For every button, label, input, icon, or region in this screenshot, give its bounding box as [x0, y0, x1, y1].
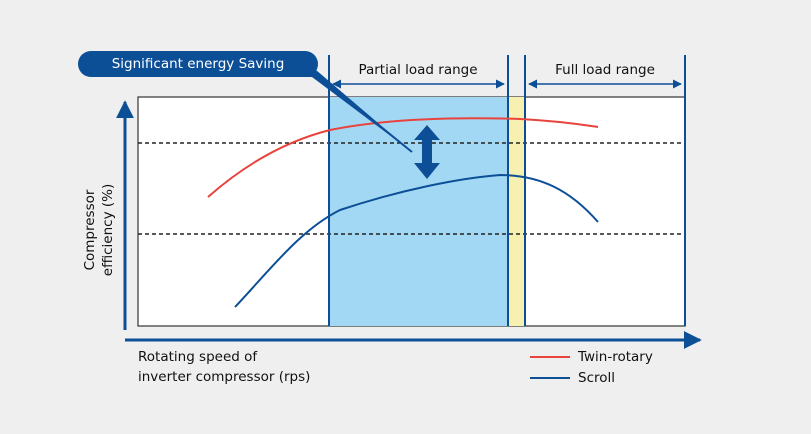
y-axis-label: Compressor — [82, 189, 98, 270]
full-label: Full load range — [555, 62, 655, 78]
partial-label: Partial load range — [358, 62, 477, 78]
legend-label: Scroll — [578, 370, 615, 386]
scroll-curve — [234, 173, 599, 308]
transition-region — [508, 97, 525, 326]
callout-text: Significant energy Saving — [112, 56, 285, 72]
twin-rotary-curve — [207, 117, 599, 198]
x-axis-label: Rotating speed of — [138, 349, 258, 365]
callout-pointer — [300, 68, 412, 152]
y-axis-label: efficiency (%) — [100, 184, 116, 276]
callout-box — [78, 51, 318, 77]
legend-label: Twin-rotary — [577, 349, 653, 365]
saving-arrow — [414, 125, 440, 179]
partial-region — [329, 97, 508, 326]
range-dividers — [328, 55, 686, 326]
x-axis-label: inverter compressor (rps) — [138, 369, 310, 385]
